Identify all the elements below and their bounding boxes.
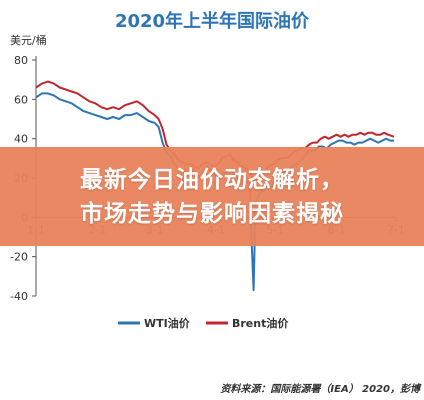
y-tick-label: 60 [14, 93, 28, 106]
legend-brent-label: Brent油价 [232, 316, 289, 330]
headline-line-2: 市场走势与影响因素揭秘 [80, 200, 344, 227]
y-tick-label: -40 [10, 290, 28, 303]
y-tick-label: -20 [10, 251, 28, 264]
chart-title: 2020年上半年国际油价 [115, 10, 310, 32]
headline-line-1: 最新今日油价动态解析， [80, 166, 344, 193]
headline-banner: 最新今日油价动态解析， 市场走势与影响因素揭秘 [0, 147, 424, 246]
y-tick-label: 80 [14, 54, 28, 67]
legend-wti-label: WTI油价 [144, 316, 191, 330]
source-note: 资料来源：国际能源署（IEA） 2020，彭博 [220, 383, 422, 395]
y-axis-unit-label: 美元/桶 [10, 33, 47, 47]
y-tick-label: 40 [14, 133, 28, 146]
